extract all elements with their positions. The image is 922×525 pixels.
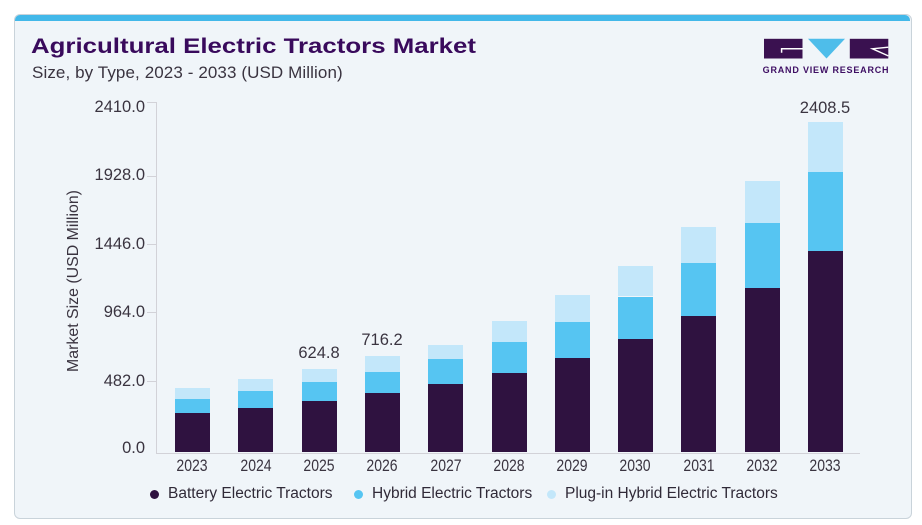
- svg-text:GRAND VIEW RESEARCH: GRAND VIEW RESEARCH: [763, 65, 890, 75]
